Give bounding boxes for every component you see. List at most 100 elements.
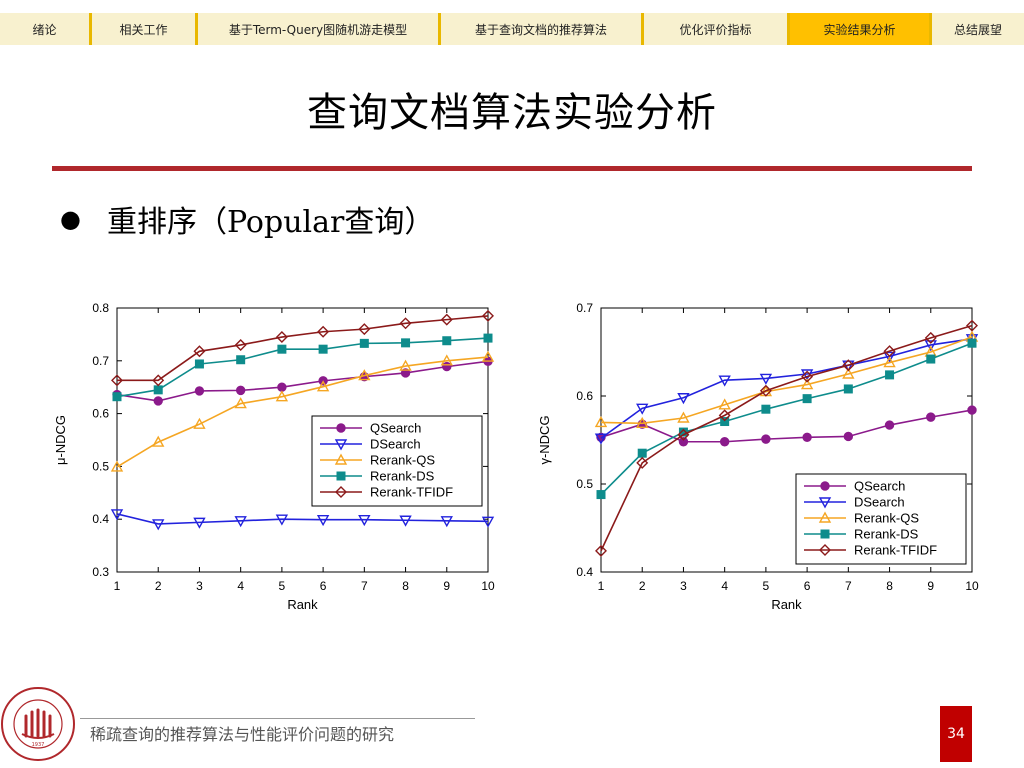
x-tick-label: 4: [237, 579, 244, 593]
data-point: [967, 405, 977, 415]
nav-tab-summary[interactable]: 总结展望: [953, 22, 1002, 37]
data-point: [110, 509, 124, 521]
logo-year: 1937: [32, 742, 45, 748]
data-point: [110, 460, 124, 472]
data-point: [152, 374, 165, 387]
data-point: [401, 338, 411, 348]
data-point: [152, 519, 165, 531]
x-tick-label: 2: [155, 579, 162, 593]
plot-frame: [116, 307, 489, 573]
legend-label: QSearch: [854, 479, 905, 494]
y-tick-label: 0.4: [576, 565, 593, 579]
data-point: [843, 384, 853, 394]
x-tick-label: 4: [721, 579, 728, 593]
series-rerank-ds: [596, 338, 977, 500]
data-point: [275, 390, 289, 402]
top-nav: 绪论 相关工作 基于Term-Query图随机游走模型 基于查询文档的推荐算法 …: [0, 13, 1024, 45]
bullet-text: 重排序（Popular查询）: [106, 205, 435, 240]
title-divider: [52, 166, 972, 171]
legend-label: Rerank-QS: [370, 453, 435, 468]
legend-swatch-marker: [335, 486, 347, 498]
data-point: [194, 386, 205, 396]
x-tick-label: 2: [639, 579, 646, 593]
data-point: [358, 369, 371, 381]
data-point: [277, 344, 287, 354]
data-point: [235, 385, 246, 396]
data-point: [442, 336, 452, 346]
data-point: [883, 351, 896, 363]
legend-swatch-marker: [336, 471, 346, 481]
nav-tab-recommendation-algorithm[interactable]: 基于查询文档的推荐算法: [441, 13, 644, 45]
data-point: [194, 359, 204, 369]
page-number: 34: [940, 706, 972, 762]
legend-box: [311, 415, 483, 507]
x-tick-label: 1: [598, 579, 605, 593]
legend-label: QSearch: [370, 421, 421, 436]
data-point: [718, 398, 731, 410]
legend-label: Rerank-DS: [854, 527, 919, 542]
data-point: [718, 375, 731, 387]
data-point: [636, 456, 649, 469]
x-axis-label: Rank: [771, 597, 802, 612]
legend-swatch-marker: [820, 481, 830, 491]
data-point: [926, 354, 936, 364]
data-point: [399, 515, 412, 527]
nav-tab-related-work[interactable]: 相关工作: [92, 13, 198, 45]
mu-ndcg-chart: 0.3 0.4 0.5 0.6 0.7 0.8 1 2 3 4 5 6 7 8 9 10 Rank μ-NDCG Q…: [53, 301, 495, 612]
data-point: [966, 319, 978, 332]
data-point: [153, 396, 163, 406]
legend-swatch-marker: [819, 544, 831, 556]
data-point: [153, 385, 163, 395]
series-line: [600, 324, 973, 552]
data-point: [193, 417, 206, 429]
data-point: [761, 404, 771, 414]
data-point: [885, 370, 895, 380]
data-point: [442, 361, 452, 372]
x-tick-label: 7: [845, 579, 852, 593]
series-line: [116, 513, 489, 525]
nav-tab-random-walk-model[interactable]: 基于Term-Query图随机游走模型: [198, 13, 441, 45]
data-point: [636, 416, 649, 428]
data-point: [883, 356, 896, 368]
data-point: [677, 393, 690, 405]
data-point: [967, 338, 977, 348]
x-tick-label: 7: [361, 579, 368, 593]
series-dsearch: [594, 334, 979, 445]
y-tick-label: 0.6: [576, 389, 593, 403]
x-tick-label: 6: [804, 579, 811, 593]
legend-swatch-marker: [336, 423, 346, 433]
series-line: [116, 360, 489, 402]
nav-tab-evaluation-metrics[interactable]: 优化评价指标: [644, 13, 790, 45]
series-line: [600, 342, 973, 496]
series-line: [600, 409, 973, 443]
series-rerank-tfidf: [111, 309, 494, 387]
slide-title: 查询文档算法实验分析: [307, 90, 717, 136]
series-qsearch: [596, 405, 977, 447]
data-point: [193, 345, 206, 358]
series-line: [116, 356, 489, 468]
data-point: [678, 437, 689, 447]
legend-swatch-marker: [818, 497, 832, 509]
gamma-ndcg-chart: 0.4 0.5 0.6 0.7 1 2 3 4 5 6 7 8 9 10 Rank γ-NDCG QSearch…: [537, 301, 979, 612]
data-point: [112, 392, 122, 402]
y-tick-label: 0.5: [576, 477, 593, 491]
data-point: [759, 384, 772, 397]
data-point: [481, 516, 495, 528]
y-tick-label: 0.4: [92, 512, 109, 526]
legend-label: Rerank-TFIDF: [854, 543, 937, 558]
nav-tab-intro[interactable]: 绪论: [0, 13, 92, 45]
x-tick-label: 5: [763, 579, 770, 593]
series-line: [600, 336, 973, 425]
y-axis-label: γ-NDCG: [537, 415, 552, 464]
data-point: [358, 515, 371, 527]
data-point: [759, 373, 773, 385]
data-point: [399, 317, 412, 330]
data-point: [924, 331, 937, 344]
data-point: [802, 432, 812, 443]
data-point: [275, 331, 288, 344]
y-tick-label: 0.7: [576, 301, 593, 315]
nav-tab-experiment-analysis[interactable]: 实验结果分析: [790, 13, 932, 45]
data-point: [481, 350, 495, 362]
y-tick-label: 0.3: [92, 565, 109, 579]
data-point: [594, 415, 608, 428]
